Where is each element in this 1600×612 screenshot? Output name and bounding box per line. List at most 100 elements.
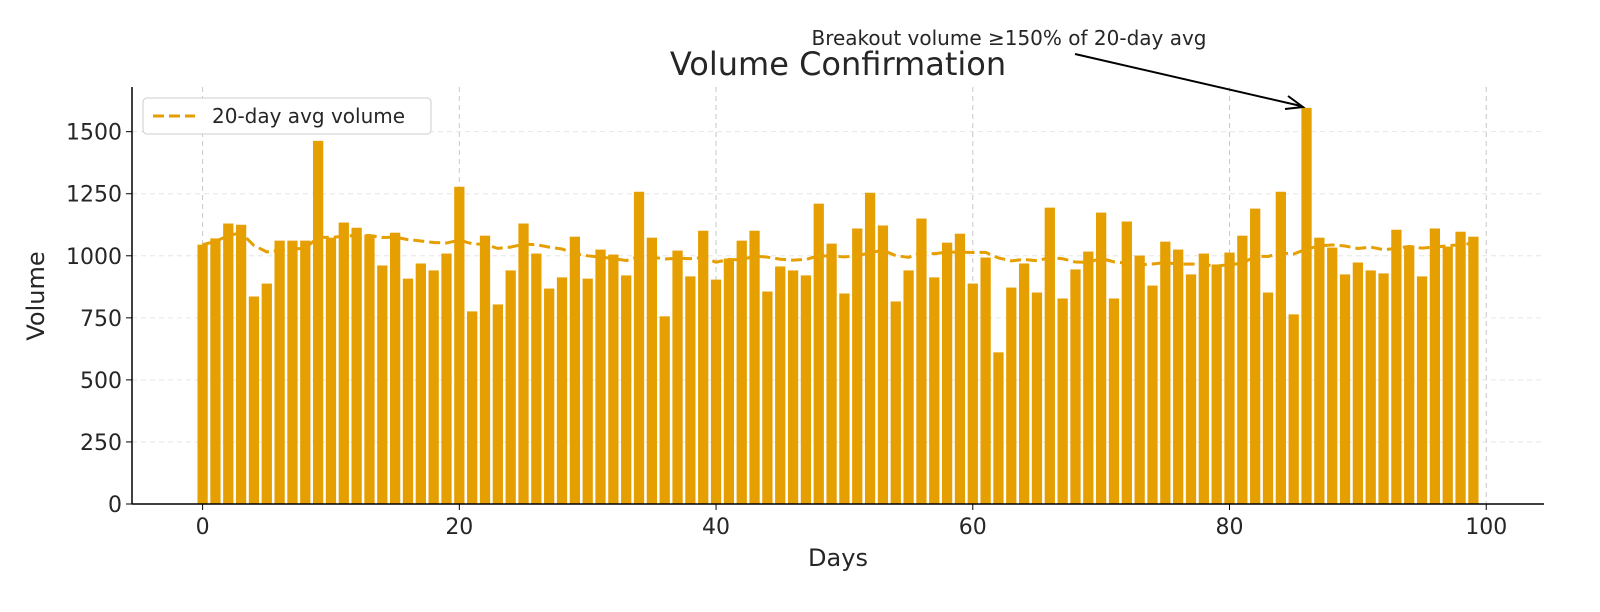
volume-bar	[274, 240, 285, 504]
volume-bar	[710, 279, 722, 504]
y-tick-label: 750	[80, 307, 122, 332]
legend: 20-day avg volume	[142, 97, 432, 135]
volume-bar	[967, 283, 978, 504]
volume-bar	[351, 227, 362, 505]
volume-bar	[813, 203, 824, 505]
volume-bar	[338, 222, 349, 504]
volume-bar	[1288, 314, 1299, 504]
volume-bar	[929, 277, 940, 504]
volume-bar	[415, 263, 426, 504]
volume-bar	[569, 236, 580, 504]
volume-bar	[659, 316, 670, 504]
volume-bar	[1391, 229, 1402, 505]
x-tick-label: 100	[1465, 515, 1507, 540]
volume-bar	[916, 218, 927, 504]
volume-bar	[646, 237, 658, 504]
volume-bar	[749, 230, 760, 504]
volume-bar	[531, 253, 542, 504]
volume-bar	[544, 288, 555, 504]
volume-bar	[800, 275, 812, 504]
arrow-head-icon	[1284, 95, 1306, 110]
volume-bar	[1352, 262, 1364, 504]
volume-bar	[300, 240, 311, 504]
y-tick-label: 1250	[66, 183, 122, 208]
volume-bar	[312, 140, 324, 505]
volume-bar	[980, 257, 991, 504]
volume-bar	[1262, 292, 1274, 504]
annotation-arrow	[1074, 53, 1302, 107]
volume-bar	[364, 234, 375, 504]
volume-bar	[723, 258, 735, 504]
volume-bar	[1160, 241, 1171, 504]
volume-bar	[1031, 292, 1043, 504]
volume-bar	[1442, 246, 1453, 504]
volume-bar	[261, 283, 272, 504]
volume-bar	[1314, 237, 1325, 504]
volume-bar	[402, 278, 414, 504]
volume-bar	[1018, 263, 1030, 504]
legend-box	[142, 97, 432, 135]
volume-bar	[223, 223, 234, 504]
avg-volume-line	[202, 231, 1474, 268]
volume-bar	[428, 270, 439, 504]
x-tick-label: 80	[1216, 515, 1244, 540]
volume-bar	[736, 240, 747, 504]
x-tick-label: 20	[445, 515, 473, 540]
volume-bar	[235, 224, 247, 505]
volume-bar	[1468, 236, 1479, 504]
y-tick-label: 0	[108, 493, 122, 518]
volume-bar	[492, 304, 503, 504]
volume-bar	[505, 270, 516, 504]
volume-bar	[518, 223, 529, 504]
x-tick-label: 40	[702, 515, 730, 540]
legend-label: 20-day avg volume	[212, 104, 405, 128]
volume-bar	[1237, 235, 1248, 504]
volume-bar	[1185, 274, 1197, 504]
volume-bar	[685, 276, 696, 504]
volume-bar	[556, 277, 568, 504]
volume-bar	[1211, 264, 1222, 504]
volume-bar	[954, 233, 966, 504]
chart-title: Volume Confirmation	[670, 45, 1006, 83]
volume-bar	[903, 270, 914, 504]
volume-bar	[454, 186, 465, 504]
volume-bar	[608, 254, 619, 504]
volume-bar	[839, 293, 850, 504]
volume-bar	[787, 270, 799, 504]
volume-bar	[1339, 274, 1351, 504]
volume-bar	[467, 311, 478, 504]
volume-bar	[248, 296, 260, 504]
y-tick-label: 1500	[66, 121, 122, 146]
volume-bar	[762, 291, 773, 504]
volume-bar	[479, 235, 491, 504]
volume-bar	[1327, 247, 1338, 504]
volume-bar	[877, 225, 889, 504]
volume-bar	[1301, 107, 1312, 504]
volume-bar	[1006, 287, 1017, 504]
volume-bar	[1134, 255, 1145, 504]
volume-bar	[1096, 212, 1107, 504]
volume-bar	[1198, 253, 1209, 504]
volume-bar	[621, 275, 632, 504]
volume-bar	[672, 250, 683, 504]
y-tick-label: 500	[80, 369, 122, 394]
y-tick-label: 1000	[66, 245, 122, 270]
volume-bar	[941, 242, 953, 504]
volume-bar	[1173, 249, 1184, 504]
volume-bar	[1365, 270, 1376, 504]
axes: 0 250 500 750 1000 1250 1500 0 20 40 60 80 100	[66, 87, 1544, 540]
volume-bar	[993, 352, 1004, 504]
y-axis-label: Volume	[22, 251, 50, 340]
volume-bar	[210, 238, 221, 505]
annotation-text: Breakout volume ≥150% of 20-day avg	[811, 26, 1206, 50]
volume-bar	[1275, 191, 1286, 504]
volume-bar	[441, 253, 452, 504]
volume-bar	[864, 192, 876, 504]
volume-bar	[1429, 228, 1441, 504]
volume-bar	[595, 249, 606, 504]
volume-bar	[377, 265, 388, 504]
volume-bar	[1224, 252, 1235, 504]
volume-bar	[1121, 221, 1132, 504]
volume-bar	[1083, 251, 1094, 504]
